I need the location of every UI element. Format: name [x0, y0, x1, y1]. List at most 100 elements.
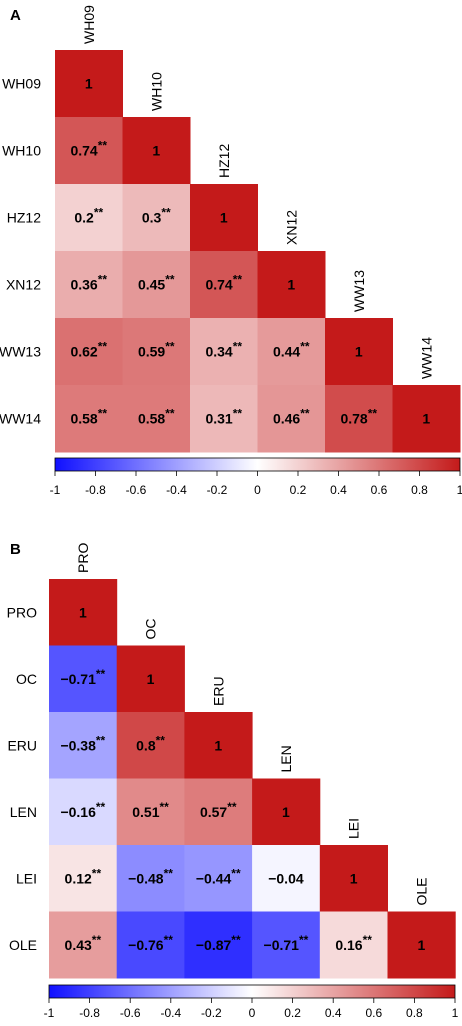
column-label: LEI — [346, 818, 362, 839]
heatmap-cell — [116, 845, 185, 912]
colorbar-tick-label: -0.8 — [79, 1006, 100, 1020]
row-label: LEI — [16, 870, 37, 886]
cell-value-label: 0.16** — [335, 933, 372, 953]
heatmap-cell — [116, 645, 185, 713]
cell-value-label: 1 — [287, 277, 295, 293]
heatmap-cell — [49, 579, 118, 646]
heatmap-cell — [55, 50, 123, 118]
cell-value-label: 0.78** — [340, 407, 377, 427]
heatmap-cell — [257, 385, 326, 453]
heatmap-cell — [49, 712, 118, 779]
cell-value-label: 1 — [152, 143, 160, 159]
colorbar-tick-label: 0.4 — [330, 483, 347, 497]
colorbar-tick-label: -1 — [50, 483, 61, 497]
cell-value-label: 0.34** — [205, 340, 242, 360]
column-label: HZ12 — [216, 144, 232, 178]
heatmap-cell — [190, 251, 258, 319]
cell-value-label: 0.51** — [132, 800, 169, 820]
colorbar-tick-label: 0.6 — [371, 483, 388, 497]
panel-letter: B — [10, 541, 21, 558]
heatmap-cell — [55, 318, 123, 386]
row-label: HZ12 — [7, 210, 41, 226]
heatmap-cell — [387, 911, 456, 979]
cell-value-label: 0.62** — [70, 340, 107, 360]
heatmap-cell — [257, 318, 326, 386]
colorbar-tick-label: 0.8 — [406, 1006, 423, 1020]
cell-value-label: 0.36** — [70, 273, 107, 293]
heatmap-cell — [55, 184, 123, 252]
heatmap-cell — [116, 712, 185, 779]
cell-value-label: 1 — [282, 804, 290, 820]
heatmap-cell — [55, 117, 123, 185]
heatmap-cell — [190, 385, 258, 453]
cell-value-label: 0.2** — [74, 206, 103, 226]
colorbar-tick-label: 0.6 — [365, 1006, 382, 1020]
colorbar-tick-label: -1 — [44, 1006, 55, 1020]
cell-value-label: −0.04 — [268, 870, 304, 886]
cell-value-label: −0.38** — [60, 733, 105, 753]
cell-value-label: 0.59** — [138, 340, 175, 360]
panel-a: A 1 0.74** 1 0.2** 0.3** 1 0.36** 0.45** 0.74** 1 0… — [0, 5, 462, 497]
cell-value-label: 0.58** — [138, 407, 175, 427]
colorbar-tick-label: 0.2 — [284, 1006, 301, 1020]
colorbar-tick-label: 1 — [452, 1006, 459, 1020]
row-label: WW14 — [0, 411, 41, 427]
heatmap-cell — [184, 712, 253, 779]
heatmap-cell — [319, 911, 388, 979]
colorbar-tick-label: -0.2 — [207, 483, 228, 497]
colorbar-tick-label: 0.8 — [411, 483, 428, 497]
heatmap-cell — [49, 645, 118, 713]
panel-letter: A — [10, 7, 21, 24]
row-label: WH09 — [2, 76, 41, 92]
heatmap-cell — [190, 184, 258, 252]
cell-value-label: −0.71** — [60, 667, 105, 687]
cell-value-label: 1 — [417, 937, 425, 953]
cell-value-label: 0.58** — [70, 407, 107, 427]
row-label: WW13 — [0, 344, 41, 360]
colorbar-tick-label: -0.8 — [85, 483, 106, 497]
cell-value-label: 0.43** — [65, 933, 102, 953]
cell-value-label: 0.31** — [205, 407, 242, 427]
cell-value-label: 1 — [355, 344, 363, 360]
row-label: PRO — [7, 604, 37, 620]
heatmap-cell — [49, 778, 118, 846]
column-label: XN12 — [283, 210, 299, 245]
cell-value-label: 0.3** — [142, 206, 171, 226]
cell-value-label: 1 — [85, 76, 93, 92]
colorbar-tick-label: 0.2 — [290, 483, 307, 497]
cell-value-label: 0.74** — [70, 139, 107, 159]
cell-value-label: 1 — [214, 737, 222, 753]
heatmap-cell — [252, 845, 321, 912]
heatmap-cell — [190, 318, 258, 386]
heatmap-cell — [325, 318, 393, 386]
colorbar-tick-label: 0 — [254, 483, 261, 497]
cell-value-label: 1 — [79, 604, 87, 620]
heatmap-cell — [252, 911, 321, 979]
heatmap-cell — [55, 385, 123, 453]
row-label: LEN — [10, 804, 37, 820]
colorbar — [48, 984, 456, 999]
cell-value-label: −0.71** — [264, 933, 309, 953]
cell-value-label: 1 — [422, 411, 430, 427]
cell-value-label: −0.87** — [196, 933, 241, 953]
colorbar-tick-label: -0.6 — [120, 1006, 141, 1020]
cell-value-label: 0.74** — [205, 273, 242, 293]
cell-value-label: −0.44** — [196, 866, 241, 886]
heatmap-cell — [49, 845, 118, 912]
colorbar-tick-label: 1 — [457, 483, 462, 497]
column-label: WH09 — [81, 5, 97, 44]
column-label: OLE — [413, 877, 429, 905]
cell-value-label: 1 — [220, 210, 228, 226]
colorbar-tick-label: -0.6 — [126, 483, 147, 497]
heatmap-cell — [252, 778, 321, 846]
column-label: OC — [143, 619, 159, 640]
heatmap-cell — [122, 318, 191, 386]
column-label: ERU — [210, 676, 226, 706]
column-label: LEN — [278, 745, 294, 772]
row-label: ERU — [7, 737, 37, 753]
heatmap-cell — [116, 911, 185, 979]
heatmap-cell — [116, 778, 185, 846]
heatmap-cell — [184, 911, 253, 979]
colorbar-tick-label: -0.2 — [201, 1006, 222, 1020]
